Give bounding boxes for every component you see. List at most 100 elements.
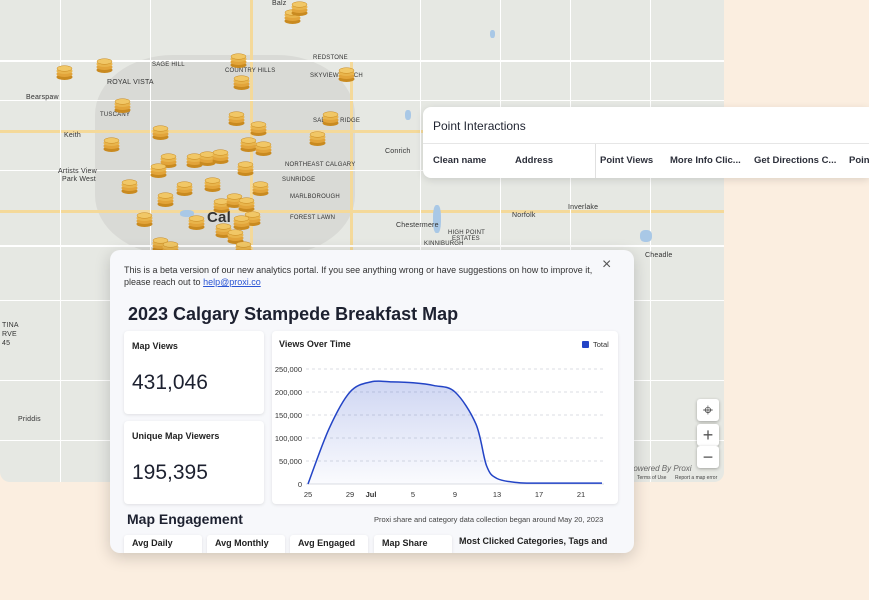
pancake-pin-icon[interactable] [322,110,339,127]
pancake-pin-icon[interactable] [291,0,308,17]
y-tick-label: 0 [298,480,302,489]
stat-value: 195,395 [132,461,208,484]
x-tick-label: 17 [535,490,543,499]
map-label-city: Cal [207,209,231,226]
map-label: REDSTONE [313,55,348,61]
avg-daily-card: Avg Daily [124,535,202,553]
pancake-pin-icon[interactable] [237,160,254,177]
road [0,100,724,101]
highway [250,0,253,482]
panel-title: Point Interactions [433,119,526,133]
x-tick-label: 5 [411,490,415,499]
card-label: Avg Monthly [215,538,269,548]
map-label: TINA [2,322,19,329]
map-label: Norfolk [512,212,536,219]
road [0,60,724,62]
x-tick-label: 29 [346,490,354,499]
chart-plot[interactable]: 0 50,000 100,000 150,000 200,000 250,000 25 29 J… [272,331,618,504]
help-email-link[interactable]: help@proxi.co [203,277,261,287]
column-header[interactable]: More Info Clic... [670,155,741,166]
map-label: Cheadle [645,252,673,259]
pancake-pin-icon[interactable] [188,214,205,231]
pancake-pin-icon[interactable] [121,178,138,195]
column-header[interactable]: Address [515,155,554,166]
column-divider [595,144,596,178]
page-title: 2023 Calgary Stampede Breakfast Map [128,304,459,324]
pancake-pin-icon[interactable] [150,162,167,179]
lake [433,205,441,233]
y-tick-label: 50,000 [279,457,302,466]
column-header[interactable]: Clean name [433,155,487,166]
card-label: Map Share [382,538,428,548]
pancake-pin-icon[interactable] [213,197,230,214]
pancake-pin-icon[interactable] [215,222,232,239]
map-label: Chestermere [396,222,439,229]
x-tick-label: 13 [493,490,501,499]
pancake-pin-icon[interactable] [212,148,229,165]
close-icon[interactable]: × [602,256,612,273]
pancake-pin-icon[interactable] [96,57,113,74]
pancake-pin-icon[interactable] [309,130,326,147]
card-label: Avg Daily [132,538,173,548]
y-tick-label: 150,000 [275,411,302,420]
pancake-pin-icon[interactable] [252,180,269,197]
beta-notice-text: This is a beta version of our new analyt… [124,265,593,287]
locate-button[interactable]: ⌖ [697,399,719,421]
pancake-pin-icon[interactable] [228,110,245,127]
pancake-pin-icon[interactable] [186,152,203,169]
map-label: 45 [2,340,11,347]
pancake-pin-icon[interactable] [157,191,174,208]
highway [0,210,724,213]
powered-by-proxi: Powered By Proxi [628,464,692,473]
crosshair-icon: ⌖ [702,399,714,420]
pancake-pin-icon[interactable] [233,74,250,91]
map-label: RVE [2,331,17,338]
road [570,0,571,482]
lake [405,110,411,120]
pancake-pin-icon[interactable] [176,180,193,197]
pancake-pin-icon[interactable] [136,211,153,228]
terms-link[interactable]: Terms of Use [637,475,667,481]
pancake-pin-icon[interactable] [338,66,355,83]
zoom-out-button[interactable]: − [697,446,719,468]
pancake-pin-icon[interactable] [199,150,216,167]
column-header[interactable]: Point Views [600,155,654,166]
pancake-pin-icon[interactable] [114,97,131,114]
pancake-pin-icon[interactable] [238,196,255,213]
map-label: COUNTRY HILLS [225,68,276,74]
map-label: Keith [64,132,81,139]
views-over-time-chart: Views Over Time Total 0 50,000 100,000 150,… [272,331,618,504]
road [150,0,151,482]
pancake-pin-icon[interactable] [204,176,221,193]
map-label: SUNRIDGE [282,177,316,183]
chart-legend[interactable]: Total [582,340,609,349]
pancake-pin-icon[interactable] [103,136,120,153]
pancake-pin-icon[interactable] [250,120,267,137]
column-header[interactable]: Poin [849,155,869,166]
avg-engaged-card: Avg Engaged [290,535,368,553]
zoom-in-button[interactable]: + [697,424,719,446]
minus-icon: − [702,446,714,467]
pancake-pin-icon[interactable] [56,64,73,81]
pancake-pin-icon[interactable] [284,8,301,25]
map-label: SAGE HILL [152,62,185,68]
pancake-pin-icon[interactable] [233,214,250,231]
road [500,0,501,482]
unique-viewers-card: Unique Map Viewers 195,395 [124,421,264,504]
x-tick-label: 25 [304,490,312,499]
section-title: Map Engagement [127,511,243,527]
beta-notice: This is a beta version of our new analyt… [124,264,594,288]
pancake-pin-icon[interactable] [226,192,243,209]
map-views-card: Map Views 431,046 [124,331,264,414]
pancake-pin-icon[interactable] [152,124,169,141]
pancake-pin-icon[interactable] [240,136,257,153]
map-share-card: Map Share [374,535,452,553]
map-label: NORTHEAST CALGARY [285,162,356,168]
pancake-pin-icon[interactable] [227,228,244,245]
lake [490,30,495,38]
column-header[interactable]: Get Directions C... [754,155,837,166]
analytics-dashboard: This is a beta version of our new analyt… [110,250,634,553]
pancake-pin-icon[interactable] [230,52,247,69]
report-error-link[interactable]: Report a map error [675,475,718,481]
pancake-pin-icon[interactable] [255,140,272,157]
